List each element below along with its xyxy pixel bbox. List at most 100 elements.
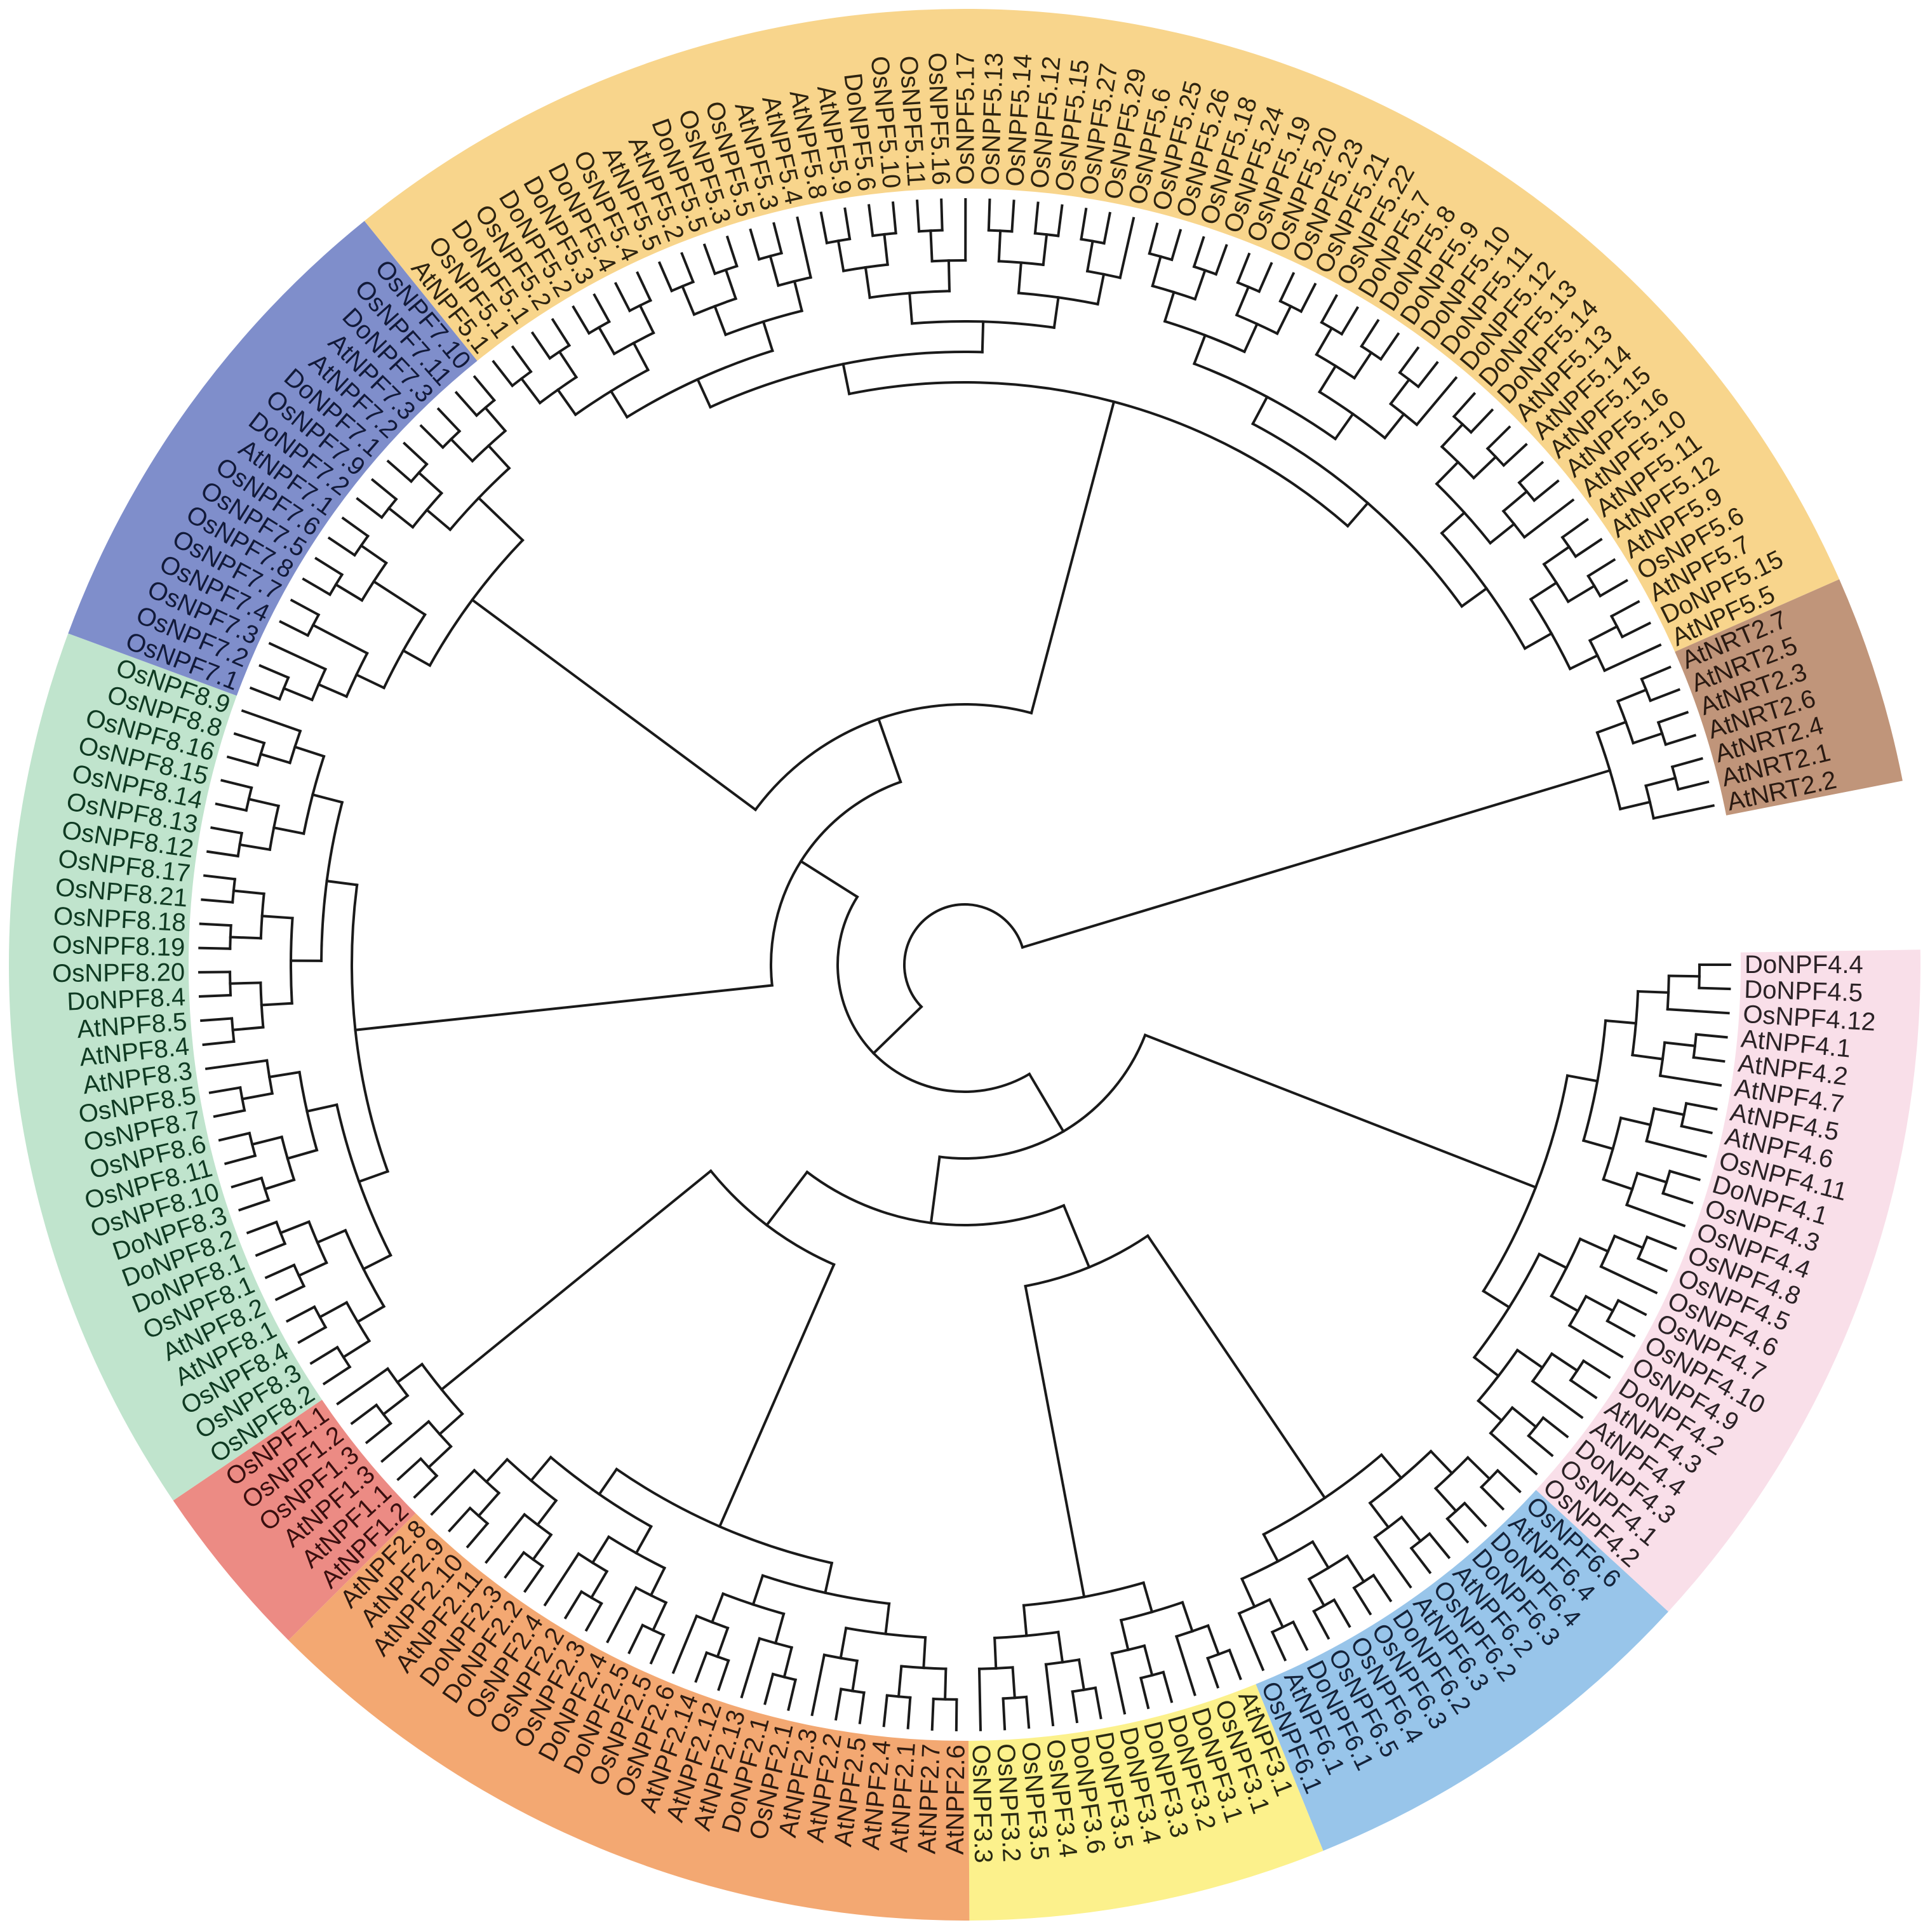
branch-line bbox=[1345, 1554, 1366, 1584]
branch-line bbox=[215, 802, 248, 812]
branch-arc bbox=[1388, 402, 1419, 427]
branch-arc bbox=[836, 895, 1031, 1093]
branch-arc bbox=[229, 924, 232, 950]
branch-line bbox=[1071, 1690, 1079, 1724]
branch-line bbox=[386, 459, 413, 483]
branch-arc bbox=[428, 538, 525, 667]
branch-arc bbox=[723, 309, 804, 337]
branch-arc bbox=[910, 320, 1056, 330]
branch-line bbox=[551, 318, 572, 347]
branch-line bbox=[930, 1697, 935, 1731]
branch-line bbox=[1010, 199, 1015, 233]
branch-arc bbox=[1151, 284, 1197, 301]
branch-line bbox=[1110, 1652, 1127, 1715]
branch-line bbox=[1044, 1663, 1055, 1727]
branch-arc bbox=[521, 1550, 545, 1568]
branch-line bbox=[1664, 734, 1697, 746]
branch-arc bbox=[871, 231, 897, 238]
branch-arc bbox=[1482, 1074, 1569, 1293]
clade-band bbox=[364, 9, 1840, 652]
branch-line bbox=[1118, 217, 1136, 279]
branch-line bbox=[1670, 756, 1703, 768]
branch-arc bbox=[427, 1419, 453, 1449]
branch-line bbox=[671, 1614, 699, 1674]
branch-arc bbox=[1022, 1581, 1146, 1607]
branch-arc bbox=[1250, 422, 1464, 608]
branch-line bbox=[1170, 229, 1183, 262]
branch-arc bbox=[352, 534, 370, 557]
branch-line bbox=[250, 1135, 284, 1146]
branch-line bbox=[876, 717, 902, 784]
branch-arc bbox=[351, 883, 390, 1173]
branch-line bbox=[1538, 1252, 1569, 1270]
branch-arc bbox=[538, 375, 579, 405]
branch-line bbox=[702, 243, 717, 276]
branch-arc bbox=[805, 1170, 1066, 1226]
branch-line bbox=[529, 1455, 553, 1483]
branch-line bbox=[1586, 558, 1616, 578]
branch-line bbox=[264, 1263, 296, 1280]
branch-line bbox=[267, 1070, 301, 1079]
branch-arc bbox=[606, 1535, 667, 1570]
branch-line bbox=[716, 1626, 730, 1659]
branch-arc bbox=[1588, 638, 1607, 673]
branch-arc bbox=[344, 1228, 386, 1308]
branch-arc bbox=[298, 1070, 319, 1152]
branch-line bbox=[255, 1242, 287, 1258]
branch-line bbox=[356, 497, 384, 520]
branch-line bbox=[1146, 1233, 1327, 1500]
branch-arc bbox=[627, 299, 652, 312]
branch-line bbox=[717, 1659, 730, 1691]
branch-line bbox=[1565, 1074, 1599, 1083]
branch-line bbox=[1332, 1598, 1351, 1628]
branch-line bbox=[1531, 1379, 1584, 1419]
branch-line bbox=[572, 305, 591, 335]
branch-line bbox=[1339, 306, 1360, 336]
branch-line bbox=[1566, 584, 1597, 604]
branch-line bbox=[327, 536, 357, 557]
branch-arc bbox=[932, 1697, 958, 1701]
branch-line bbox=[249, 686, 281, 701]
branch-line bbox=[584, 1602, 603, 1632]
branch-arc bbox=[328, 573, 344, 596]
branch-line bbox=[724, 268, 738, 300]
branch-line bbox=[1542, 545, 1571, 567]
branch-line bbox=[1637, 989, 1670, 994]
branch-line bbox=[1372, 1573, 1393, 1602]
branch-line bbox=[793, 279, 804, 312]
branch-arc bbox=[579, 1590, 603, 1606]
branch-line bbox=[297, 1261, 328, 1278]
branch-line bbox=[199, 922, 232, 927]
branch-line bbox=[1270, 1630, 1287, 1661]
branch-line bbox=[997, 229, 1002, 263]
branch-line bbox=[1488, 522, 1516, 545]
branch-line bbox=[1445, 1517, 1470, 1544]
branch-line bbox=[1033, 201, 1040, 235]
branch-arc bbox=[1368, 1449, 1433, 1505]
branch-line bbox=[1489, 1431, 1538, 1476]
branch-line bbox=[981, 320, 985, 354]
branch-line bbox=[1560, 518, 1590, 539]
branch-line bbox=[695, 377, 713, 409]
branch-line bbox=[725, 235, 739, 268]
branch-line bbox=[915, 199, 921, 233]
branch-line bbox=[843, 207, 852, 241]
branch-arc bbox=[1529, 597, 1572, 671]
branch-arc bbox=[1477, 1348, 1520, 1403]
branch-line bbox=[1214, 244, 1228, 276]
branch-arc bbox=[1033, 232, 1060, 238]
clade-band bbox=[68, 220, 478, 696]
branch-arc bbox=[708, 351, 984, 409]
branch-arc bbox=[1278, 299, 1303, 314]
branch-line bbox=[1143, 1644, 1154, 1677]
branch-line bbox=[342, 1339, 372, 1359]
branch-arc bbox=[1002, 1695, 1028, 1700]
branch-line bbox=[231, 1176, 264, 1189]
branch-line bbox=[836, 239, 845, 272]
branch-line bbox=[238, 1198, 271, 1212]
branch-line bbox=[322, 1365, 352, 1386]
branch-line bbox=[1094, 1686, 1102, 1720]
branch-line bbox=[1435, 460, 1460, 486]
branch-arc bbox=[335, 1103, 392, 1258]
